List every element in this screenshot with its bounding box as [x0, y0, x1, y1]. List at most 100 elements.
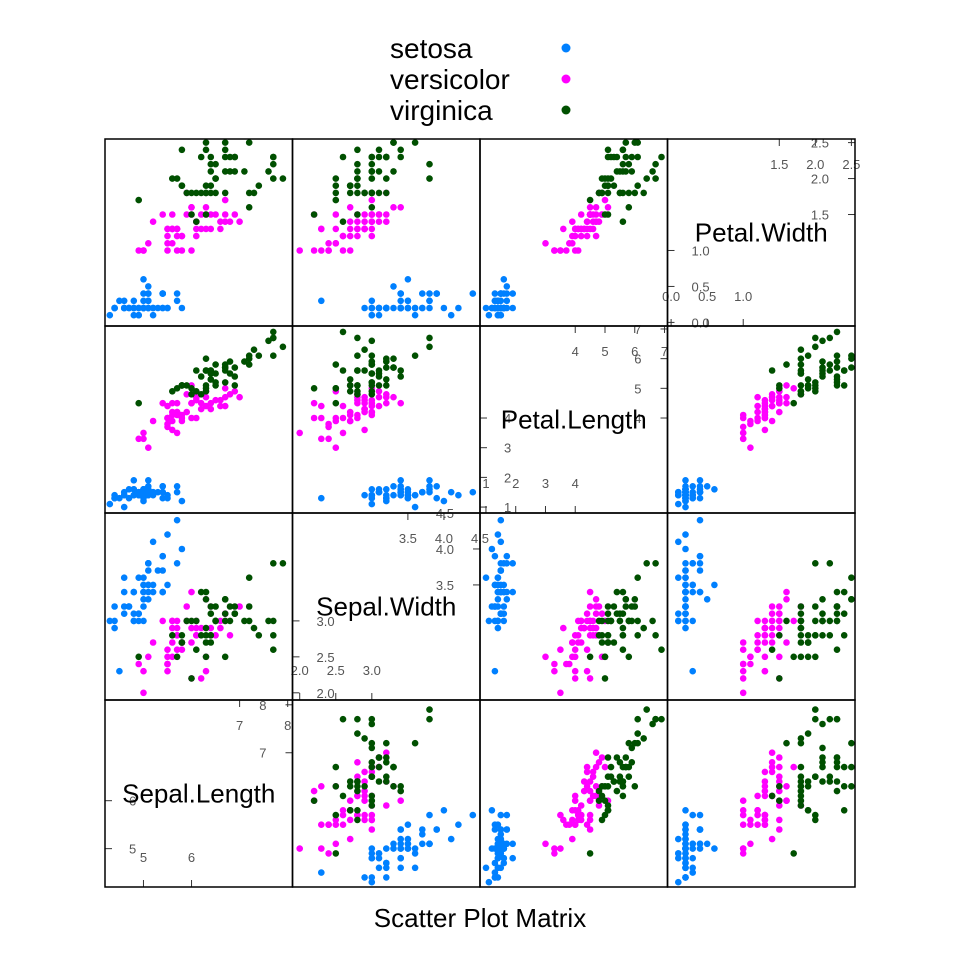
point-setosa — [375, 864, 383, 872]
point-virginica — [652, 160, 659, 168]
point-versicolor — [178, 232, 186, 240]
point-virginica — [368, 773, 376, 780]
point-versicolor — [754, 807, 761, 814]
point-virginica — [368, 759, 376, 766]
point-virginica — [193, 646, 200, 653]
point-virginica — [840, 783, 848, 790]
point-virginica — [819, 610, 826, 617]
point-setosa — [368, 850, 376, 857]
point-versicolor — [169, 617, 176, 625]
point-setosa — [145, 297, 152, 305]
point-setosa — [130, 617, 138, 625]
point-virginica — [270, 334, 277, 342]
tick-label: 6 — [188, 850, 195, 865]
point-versicolor — [571, 797, 579, 804]
point-virginica — [622, 754, 630, 761]
point-virginica — [188, 385, 195, 392]
point-setosa — [397, 840, 405, 848]
point-virginica — [178, 182, 186, 189]
point-setosa — [509, 588, 516, 596]
point-setosa — [140, 596, 147, 603]
point-virginica — [783, 361, 790, 368]
point-versicolor — [221, 211, 229, 218]
point-versicolor — [140, 689, 147, 697]
point-setosa — [509, 304, 516, 312]
point-versicolor — [354, 792, 361, 800]
point-virginica — [604, 639, 612, 646]
point-setosa — [159, 488, 166, 496]
point-versicolor — [221, 393, 229, 401]
point-versicolor — [560, 816, 567, 824]
point-versicolor — [368, 408, 376, 416]
point-setosa — [135, 574, 142, 581]
point-setosa — [682, 840, 689, 848]
point-virginica — [279, 343, 287, 351]
point-virginica — [202, 355, 210, 363]
point-virginica — [207, 160, 215, 168]
point-virginica — [339, 218, 347, 225]
point-setosa — [397, 488, 405, 496]
variable-label-petal-length: Petal.Length — [501, 405, 647, 435]
point-versicolor — [193, 225, 200, 233]
point-virginica — [231, 610, 239, 617]
point-virginica — [797, 797, 805, 804]
point-virginica — [848, 364, 855, 371]
point-versicolor — [339, 402, 347, 410]
point-virginica — [226, 358, 234, 365]
point-versicolor — [325, 435, 332, 443]
point-setosa — [494, 531, 502, 538]
point-virginica — [135, 653, 142, 661]
point-setosa — [411, 864, 419, 872]
tick-label: 3 — [504, 441, 511, 456]
point-versicolor — [318, 435, 325, 443]
point-versicolor — [542, 240, 549, 247]
point-setosa — [696, 560, 704, 567]
point-setosa — [397, 290, 405, 297]
point-virginica — [819, 759, 826, 766]
point-setosa — [140, 603, 147, 610]
point-versicolor — [574, 811, 582, 819]
point-virginica — [601, 797, 609, 804]
point-setosa — [368, 845, 376, 852]
point-virginica — [207, 182, 215, 189]
point-virginica — [833, 610, 841, 617]
point-setosa — [447, 311, 455, 319]
point-setosa — [500, 276, 508, 283]
point-virginica — [622, 139, 630, 146]
point-versicolor — [776, 778, 783, 785]
point-versicolor — [159, 617, 166, 625]
point-setosa — [120, 297, 128, 305]
point-virginica — [202, 139, 210, 146]
point-setosa — [482, 574, 490, 581]
point-setosa — [145, 581, 152, 589]
point-virginica — [812, 653, 819, 661]
point-versicolor — [346, 408, 354, 416]
point-setosa — [426, 304, 433, 312]
point-virginica — [601, 811, 609, 819]
point-virginica — [332, 196, 340, 204]
point-virginica — [598, 639, 606, 646]
point-versicolor — [159, 211, 166, 218]
point-virginica — [221, 139, 229, 146]
point-virginica — [202, 639, 210, 646]
point-virginica — [631, 596, 639, 603]
point-virginica — [207, 610, 215, 617]
point-virginica — [397, 783, 405, 790]
point-virginica — [368, 153, 376, 161]
point-virginica — [202, 385, 210, 392]
point-virginica — [202, 189, 210, 197]
point-setosa — [703, 840, 711, 848]
panel-petal-length-vs-sepal-length — [104, 325, 294, 514]
point-virginica — [383, 358, 390, 365]
point-virginica — [332, 361, 340, 368]
point-versicolor — [563, 821, 570, 828]
point-virginica — [339, 367, 347, 374]
point-setosa — [404, 840, 412, 848]
point-versicolor — [173, 399, 181, 407]
point-versicolor — [768, 768, 776, 776]
point-setosa — [173, 488, 181, 496]
point-virginica — [231, 168, 239, 175]
point-virginica — [169, 175, 176, 182]
point-versicolor — [580, 225, 588, 233]
